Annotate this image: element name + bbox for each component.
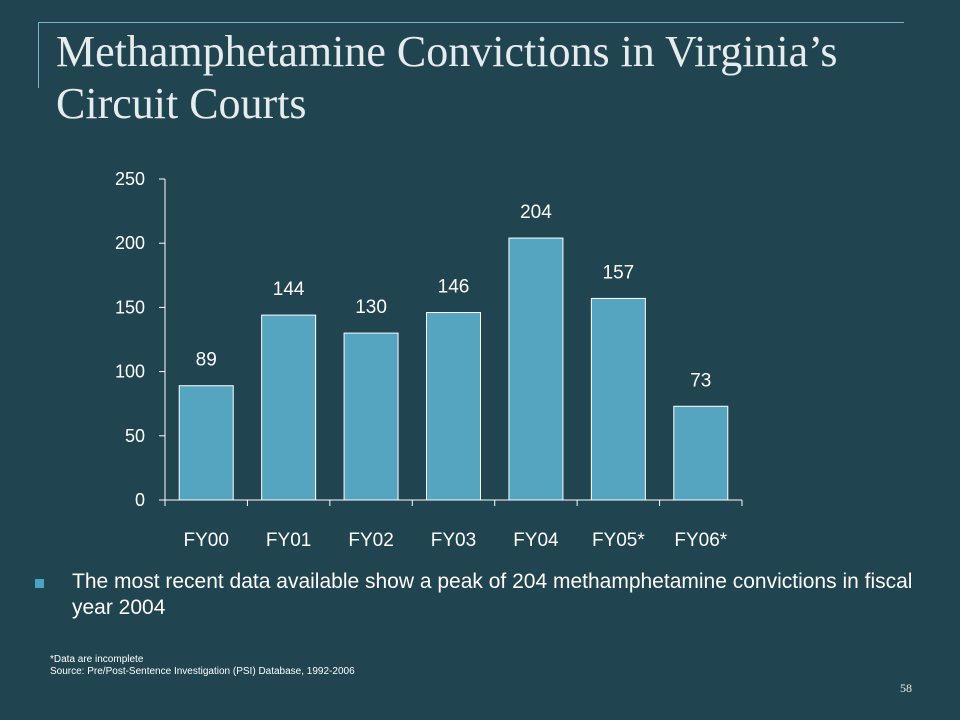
- footnote: *Data are incomplete: [50, 654, 144, 665]
- y-tick-label: 50: [125, 426, 145, 446]
- x-category-label: FY05*: [592, 530, 645, 551]
- chart-bars: [178, 237, 729, 501]
- bar-data-label: 130: [355, 297, 387, 318]
- bar-data-label: 73: [690, 370, 711, 391]
- y-tick-label: 0: [135, 490, 145, 510]
- bar: [178, 385, 234, 501]
- x-category-label: FY06*: [674, 530, 727, 551]
- slide-number: 58: [900, 681, 912, 695]
- bar-data-label: 157: [603, 262, 635, 283]
- chart-labels: 89 FY00 144 FY01 130 FY02 146 FY03 204 FY04 157 FY0…: [184, 202, 728, 551]
- bar: [590, 297, 646, 501]
- slide-title: Methamphetamine Convictions in Virginia’…: [56, 27, 838, 128]
- bar: [508, 237, 564, 501]
- y-tick-label: 200: [115, 233, 145, 253]
- y-tick-label: 100: [115, 362, 145, 382]
- bar: [673, 405, 729, 501]
- y-tick-label: 150: [115, 297, 145, 317]
- bar: [343, 332, 399, 501]
- title-frame-left-rule: [38, 22, 39, 88]
- x-category-label: FY02: [348, 530, 393, 551]
- title-frame-top-rule: [38, 22, 904, 23]
- bar-data-label: 204: [520, 202, 552, 223]
- source-note: Source: Pre/Post-Sentence Investigation …: [50, 666, 355, 677]
- chart-axes: 0 50 100 150 200 250: [115, 169, 743, 510]
- x-category-label: FY03: [431, 530, 476, 551]
- x-category-label: FY00: [184, 530, 229, 551]
- bar-data-label: 89: [196, 350, 217, 371]
- bullet-marker: [35, 579, 44, 588]
- bar-data-label: 146: [438, 277, 470, 298]
- bar-data-label: 144: [273, 279, 305, 300]
- bar: [426, 312, 481, 501]
- bullet-text: The most recent data available show a pe…: [72, 570, 913, 619]
- y-tick-label: 250: [115, 169, 145, 189]
- x-category-label: FY04: [513, 530, 559, 551]
- bar: [261, 314, 317, 501]
- x-category-label: FY01: [266, 530, 311, 551]
